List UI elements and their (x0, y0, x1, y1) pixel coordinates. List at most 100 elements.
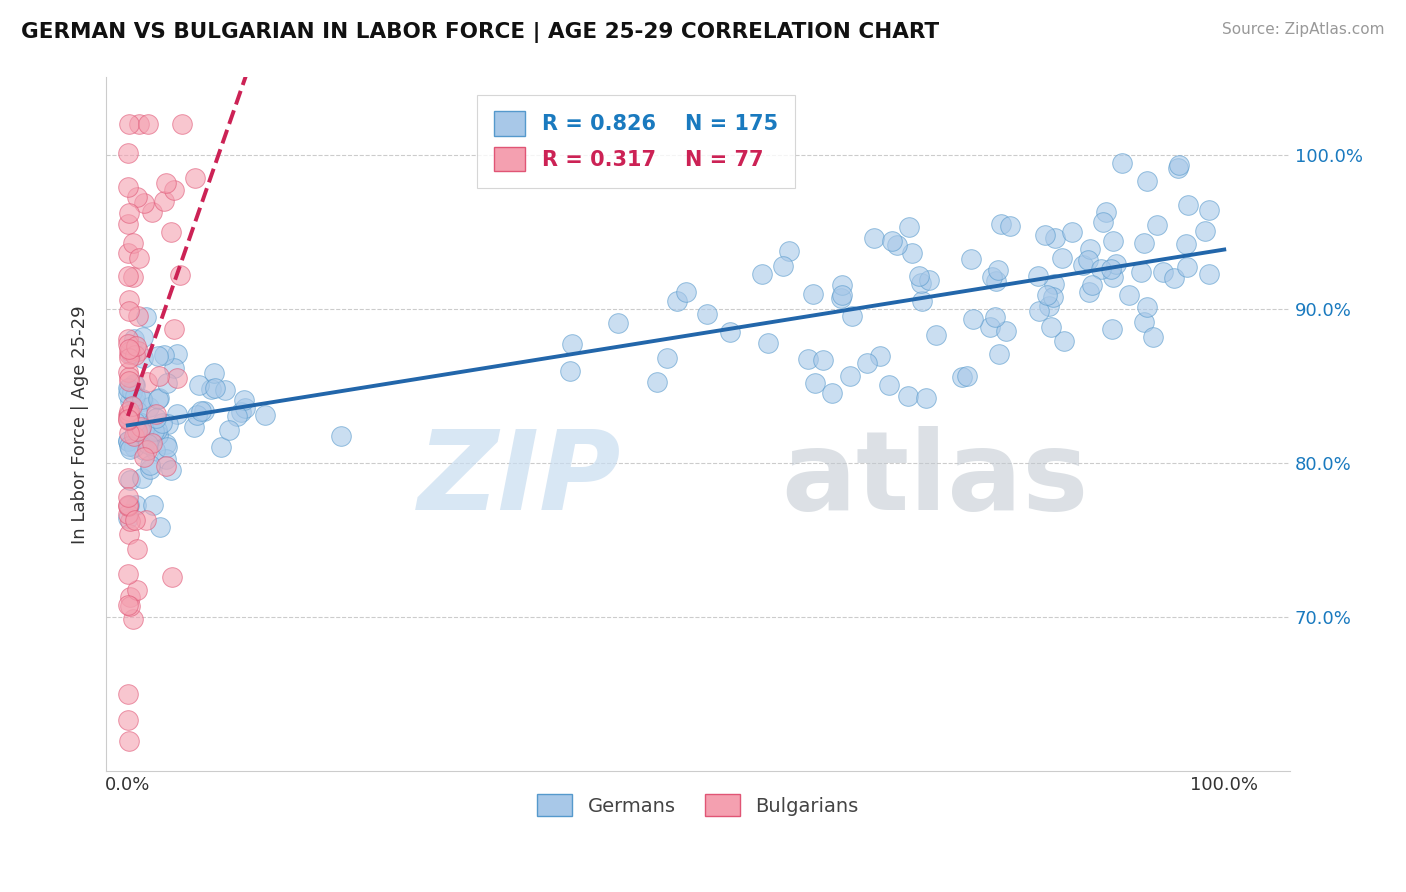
Point (117, 471, 139, 485)
Point (1043, 277, 1066, 291)
Point (117, 268, 139, 283)
Point (128, 117, 150, 131)
Point (117, 342, 139, 356)
Point (960, 252, 983, 266)
Point (128, 423, 150, 437)
Point (117, 336, 139, 351)
Point (155, 437, 177, 451)
Point (558, 364, 581, 378)
Point (121, 384, 143, 399)
Point (607, 317, 630, 331)
Point (962, 312, 984, 326)
Point (132, 329, 155, 343)
Point (911, 293, 934, 308)
Point (136, 437, 159, 451)
Point (1050, 252, 1073, 266)
Point (811, 353, 834, 368)
Point (118, 304, 141, 318)
Point (148, 392, 170, 406)
Point (155, 452, 177, 467)
Point (1042, 290, 1064, 304)
Point (120, 442, 142, 456)
Point (1198, 267, 1220, 281)
Point (1168, 158, 1191, 172)
Point (915, 391, 938, 405)
Point (980, 269, 1002, 284)
Point (139, 462, 162, 476)
Point (120, 473, 142, 487)
Point (155, 459, 177, 474)
Point (1000, 219, 1022, 234)
Point (1081, 278, 1104, 293)
Point (193, 404, 215, 418)
Point (134, 195, 156, 210)
Point (886, 238, 908, 252)
Point (880, 234, 903, 248)
Point (148, 368, 170, 383)
Point (990, 217, 1012, 231)
Point (156, 440, 179, 454)
Point (145, 423, 167, 437)
Point (665, 294, 688, 309)
Point (1118, 288, 1140, 302)
Point (1198, 202, 1220, 217)
Point (170, 117, 193, 131)
Point (128, 251, 150, 265)
Point (696, 307, 718, 321)
Point (897, 389, 920, 403)
Point (1136, 174, 1159, 188)
Point (1175, 237, 1198, 252)
Point (121, 399, 143, 413)
Point (1105, 257, 1128, 271)
Point (117, 499, 139, 513)
Point (1077, 285, 1099, 300)
Point (118, 351, 141, 365)
Point (1028, 304, 1050, 318)
Point (152, 348, 174, 362)
Y-axis label: In Labor Force | Age 25-29: In Labor Force | Age 25-29 (72, 305, 89, 544)
Point (897, 220, 920, 235)
Point (218, 423, 240, 437)
Point (831, 288, 853, 302)
Point (561, 337, 583, 351)
Point (117, 412, 139, 426)
Point (675, 285, 697, 300)
Point (135, 442, 157, 457)
Point (163, 361, 186, 376)
Point (117, 386, 139, 401)
Point (209, 440, 232, 454)
Point (1091, 215, 1114, 229)
Point (124, 389, 146, 403)
Point (117, 217, 139, 231)
Point (125, 424, 148, 438)
Point (142, 498, 165, 512)
Point (1090, 262, 1112, 277)
Point (118, 439, 141, 453)
Point (830, 291, 852, 305)
Point (1167, 161, 1189, 176)
Point (226, 409, 249, 423)
Point (1130, 265, 1153, 279)
Point (1102, 269, 1125, 284)
Point (139, 458, 162, 472)
Point (131, 392, 153, 406)
Point (117, 507, 139, 521)
Point (160, 570, 183, 584)
Point (134, 435, 156, 450)
Point (202, 366, 225, 380)
Point (117, 409, 139, 423)
Point (1163, 271, 1185, 285)
Point (200, 382, 222, 396)
Point (869, 349, 891, 363)
Point (235, 401, 257, 415)
Point (118, 370, 141, 384)
Point (135, 310, 157, 324)
Point (1053, 334, 1076, 348)
Point (117, 179, 139, 194)
Point (1077, 253, 1099, 268)
Point (117, 714, 139, 728)
Point (117, 687, 139, 701)
Point (187, 378, 209, 392)
Point (160, 463, 183, 477)
Point (122, 332, 145, 346)
